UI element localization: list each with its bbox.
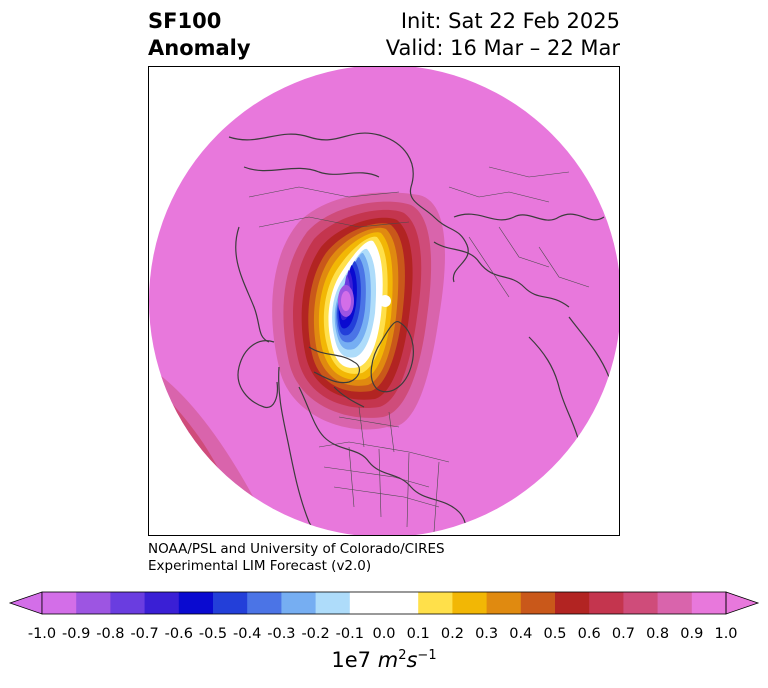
colorbar-unit: 1e7 m2s−1: [0, 648, 768, 672]
colorbar-tick-label: 0.3: [475, 626, 499, 642]
colorbar-tick-label: -0.1: [335, 626, 364, 642]
map-canvas: [149, 67, 619, 535]
colorbar-swatch: [76, 592, 111, 614]
colorbar-swatch: [42, 592, 77, 614]
colorbar-tick-label: -0.7: [130, 626, 159, 642]
colorbar-extend-low: [8, 591, 43, 615]
central-anomaly: [272, 192, 445, 430]
colorbar-tick-label: 0.8: [646, 626, 670, 642]
colorbar-swatch: [452, 592, 488, 614]
colorbar-tick-label: -1.0: [27, 626, 57, 642]
colorbar-tick-label: -0.2: [301, 626, 330, 642]
colorbar-swatch: [213, 592, 248, 614]
colorbar-swatch: [691, 592, 727, 614]
colorbar-swatch: [657, 592, 693, 614]
unit-m-exp: 2: [398, 648, 407, 663]
colorbar-swatch: [144, 592, 180, 614]
colorbar-tick-label: 0.9: [680, 626, 704, 642]
colorbar-swatch: [623, 592, 659, 614]
contour-neg-1-0: [341, 291, 351, 311]
unit-s-exp: −1: [417, 648, 437, 663]
colorbar-ticks: -1.0 -0.9 -0.8 -0.7 -0.6 -0.5 -0.4 -0.3 -0.2 -0.1…: [0, 626, 768, 646]
forecast-dates: Init: Sat 22 Feb 2025 Valid: 16 Mar – 22…: [386, 8, 620, 62]
colorbar-swatch: [315, 592, 351, 614]
colorbar-tick-label: -0.9: [62, 626, 91, 642]
unit-m: m: [377, 648, 399, 672]
map-title: SF100 Anomaly: [148, 8, 251, 62]
init-date: Init: Sat 22 Feb 2025: [400, 9, 620, 33]
colorbar-tick-label: -0.5: [198, 626, 228, 642]
unit-s: s: [406, 648, 418, 672]
colorbar-extend-high: [725, 591, 760, 615]
credit-line-2: Experimental LIM Forecast (v2.0): [148, 558, 372, 574]
unit-base: 1e7: [331, 648, 378, 672]
country-borders: [248, 166, 590, 533]
colorbar-swatch: [384, 592, 419, 614]
colorbar-swatch: [520, 592, 556, 614]
edge-contour-0-2: [149, 427, 194, 535]
colorbar-tick-label: 0.7: [611, 626, 635, 642]
colorbar-tick-label: 0.5: [543, 626, 567, 642]
colorbar-swatch: [178, 592, 214, 614]
colorbar-tick-label: -0.8: [96, 626, 125, 642]
colorbar-tick-label: 0.2: [440, 626, 464, 642]
colorbar-tick-label: 0.1: [406, 626, 430, 642]
colorbar-swatch: [486, 592, 522, 614]
map-credit: NOAA/PSL and University of Colorado/CIRE…: [148, 541, 445, 575]
colorbar-tick-label: -0.3: [267, 626, 296, 642]
colorbar-swatch: [418, 592, 453, 614]
colorbar-tick-label: 0.4: [509, 626, 533, 642]
colorbar: [8, 591, 760, 615]
colorbar-tick-label: 0.6: [577, 626, 601, 642]
colorbar-tick-label: -0.6: [164, 626, 193, 642]
anomaly-map: [148, 66, 620, 536]
colorbar-tick-label: -0.4: [233, 626, 262, 642]
valid-range: Valid: 16 Mar – 22 Mar: [385, 36, 620, 60]
credit-line-1: NOAA/PSL and University of Colorado/CIRE…: [148, 541, 445, 557]
colorbar-swatch: [589, 592, 624, 614]
colorbar-swatch: [247, 592, 282, 614]
colorbar-tick-label: 1.0: [714, 626, 738, 642]
variable-kind: Anomaly: [148, 36, 251, 60]
variable-name: SF100: [148, 9, 222, 33]
colorbar-outline: [41, 591, 727, 615]
pole-hole: [379, 295, 391, 307]
colorbar-swatch: [110, 592, 146, 614]
colorbar-swatch: [555, 592, 590, 614]
colorbar-swatch: [349, 592, 385, 614]
colorbar-swatch: [281, 592, 317, 614]
colorbar-tick-label: 0.0: [372, 626, 396, 642]
